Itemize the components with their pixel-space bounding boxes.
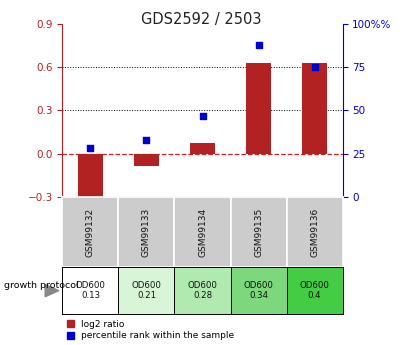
Text: GSM99135: GSM99135 [254, 207, 263, 257]
Point [87, 146, 93, 151]
Point [312, 65, 318, 70]
Text: GSM99136: GSM99136 [310, 207, 319, 257]
Text: OD600
0.28: OD600 0.28 [187, 281, 218, 300]
Polygon shape [45, 285, 59, 297]
Text: GSM99132: GSM99132 [86, 207, 95, 257]
Legend: log2 ratio, percentile rank within the sample: log2 ratio, percentile rank within the s… [67, 320, 235, 341]
Point [256, 42, 262, 48]
Text: OD600
0.4: OD600 0.4 [299, 281, 330, 300]
Text: GSM99134: GSM99134 [198, 207, 207, 257]
Point [199, 113, 206, 118]
Bar [302, 63, 327, 154]
Text: OD600
0.13: OD600 0.13 [75, 281, 106, 300]
Bar [134, 154, 159, 167]
Text: GSM99133: GSM99133 [142, 207, 151, 257]
Bar [246, 63, 271, 154]
Text: growth protocol: growth protocol [4, 281, 79, 290]
Text: OD600
0.21: OD600 0.21 [131, 281, 162, 300]
Text: OD600
0.34: OD600 0.34 [243, 281, 274, 300]
Bar [190, 144, 215, 154]
Bar [78, 154, 103, 201]
Text: GDS2592 / 2503: GDS2592 / 2503 [141, 12, 262, 27]
Point [143, 137, 150, 142]
